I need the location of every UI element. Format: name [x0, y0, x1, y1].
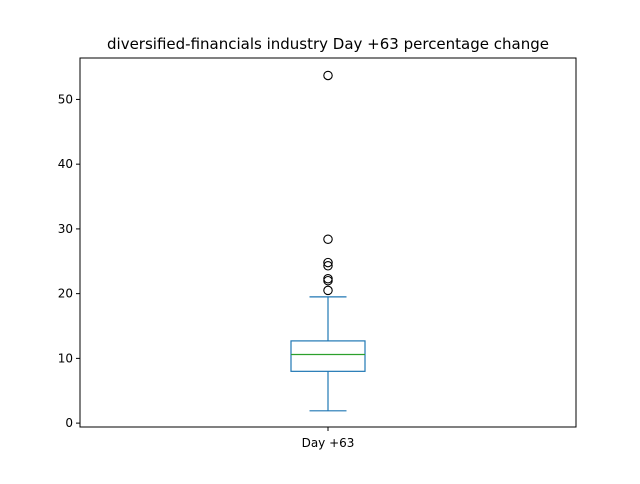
outlier-point — [323, 257, 333, 268]
y-tick-label: 40 — [58, 157, 73, 171]
outlier-point — [323, 70, 333, 81]
y-tick-label: 30 — [58, 222, 73, 236]
outlier-point — [323, 261, 333, 271]
iqr-box — [290, 340, 366, 372]
y-tick-label: 20 — [58, 287, 73, 301]
chart-title: diversified-financials industry Day +63 … — [107, 35, 549, 53]
y-tick-label: 0 — [65, 416, 73, 430]
outlier-point — [323, 234, 333, 245]
x-tick-label: Day +63 — [302, 436, 355, 450]
outlier-point — [323, 285, 333, 296]
plot-area: 0 10 20 30 40 50 Day +63 — [58, 57, 577, 450]
outlier-point — [323, 274, 333, 284]
axes-frame — [79, 57, 577, 428]
y-tick-label: 50 — [58, 92, 73, 106]
y-tick-label: 10 — [58, 351, 73, 365]
